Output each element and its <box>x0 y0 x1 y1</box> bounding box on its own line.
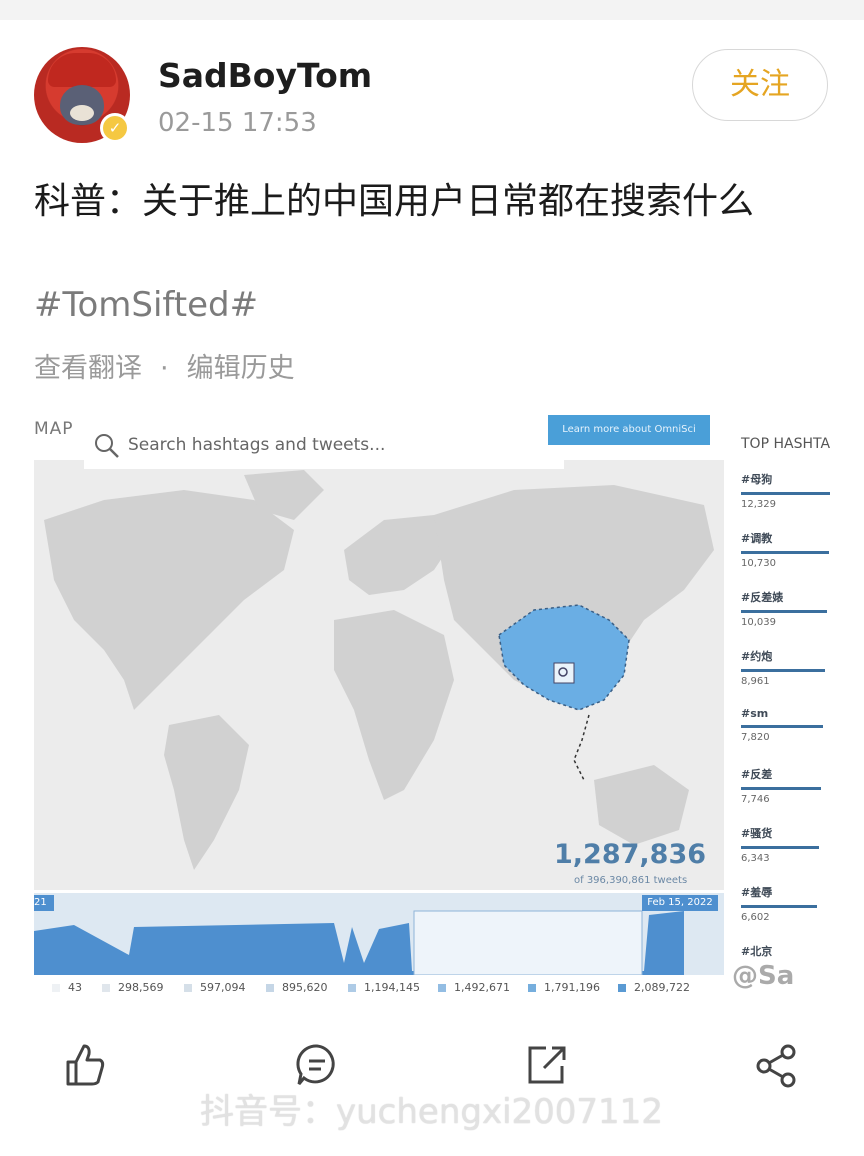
weibo-watermark: @Sa <box>732 961 795 991</box>
legend-swatch <box>52 984 60 992</box>
continent-south-america <box>164 715 249 870</box>
continent-australia <box>594 765 689 845</box>
username[interactable]: SadBoyTom <box>158 56 373 95</box>
avatar-cap <box>48 53 116 87</box>
map-label: MAP <box>34 419 74 439</box>
map-legend: 43 298,569 597,094 895,620 1,194,145 1,4… <box>34 981 754 1001</box>
top-hashtag-item[interactable]: #调教 10,730 <box>741 530 830 589</box>
timeline-chart[interactable] <box>34 893 724 975</box>
highlighted-region-china <box>498 604 630 711</box>
top-hashtag-item[interactable]: #sm 7,820 <box>741 707 830 766</box>
comment-button[interactable] <box>294 1040 344 1096</box>
continent-africa <box>334 610 454 800</box>
repost-button[interactable] <box>524 1040 574 1096</box>
legend-swatch <box>348 984 356 992</box>
legend-item: 2,089,722 <box>618 981 690 994</box>
legend-swatch <box>102 984 110 992</box>
post-action-bar <box>0 1040 864 1096</box>
separator-dot: · <box>160 353 169 384</box>
legend-swatch <box>266 984 274 992</box>
follow-button[interactable]: 关注 <box>692 49 828 121</box>
top-hashtag-item[interactable]: #约炮 8,961 <box>741 648 830 707</box>
legend-item: 1,791,196 <box>528 981 600 994</box>
thumbs-up-icon <box>66 1044 105 1086</box>
continent-greenland <box>244 470 324 520</box>
legend-swatch <box>528 984 536 992</box>
timeline-area <box>34 911 684 975</box>
timeline-end-label: Feb 15, 2022 <box>642 895 718 911</box>
legend-item: 298,569 <box>102 981 164 994</box>
top-hashtag-item[interactable]: #羞辱 6,602 <box>741 884 830 943</box>
tweet-count-total: 1,287,836 <box>554 839 707 870</box>
legend-item: 1,194,145 <box>348 981 420 994</box>
like-button[interactable] <box>62 1040 112 1096</box>
status-strip <box>0 0 864 20</box>
post-text: 科普：关于推上的中国用户日常都在搜索什么 <box>34 181 755 222</box>
dashed-border-south-sea <box>573 714 590 781</box>
avatar-snout <box>70 105 94 121</box>
legend-item: 597,094 <box>184 981 246 994</box>
hashtag-search-box[interactable]: Search hashtags and tweets... <box>84 423 564 469</box>
continent-europe <box>344 515 454 595</box>
douyin-watermark: 抖音号：yuchengxi2007112 <box>200 1092 663 1132</box>
legend-swatch <box>438 984 446 992</box>
repost-icon <box>528 1046 566 1084</box>
post-hashtag[interactable]: #TomSifted# <box>34 285 259 325</box>
world-map <box>34 460 724 890</box>
learn-more-button[interactable]: Learn more about OmniSci <box>548 415 710 445</box>
top-hashtag-item[interactable]: #北京 <box>741 945 773 958</box>
comment-icon <box>296 1044 335 1085</box>
post-timestamp: 02-15 17:53 <box>158 108 317 138</box>
top-hashtag-item[interactable]: #骚货 6,343 <box>741 825 830 884</box>
share-button[interactable] <box>754 1040 804 1096</box>
edit-history-link[interactable]: 编辑历史 <box>186 353 295 384</box>
timeline-selection <box>413 910 643 975</box>
avatar[interactable] <box>34 47 130 143</box>
embedded-screenshot[interactable]: MAP Search hashtags and tweets... Learn … <box>34 405 830 1010</box>
top-hashtags-title: TOP HASHTA <box>741 436 830 452</box>
search-input[interactable]: Search hashtags and tweets... <box>128 435 386 455</box>
timeline-start-label: 21 <box>34 895 54 911</box>
top-hashtag-item[interactable]: #反差 7,746 <box>741 766 830 825</box>
continent-north-america <box>44 490 294 710</box>
top-hashtag-item[interactable]: #反差婊 10,039 <box>741 589 830 648</box>
legend-item: 895,620 <box>266 981 328 994</box>
share-icon <box>756 1044 796 1088</box>
view-translation-link[interactable]: 查看翻译 <box>34 353 142 384</box>
legend-item: 1,492,671 <box>438 981 510 994</box>
legend-swatch <box>618 984 626 992</box>
legend-item: 43 <box>52 981 82 994</box>
search-icon <box>95 434 119 458</box>
top-hashtags-list: #母狗 12,329 #调教 10,730 #反差婊 10,039 #约炮 8,961 … <box>741 471 830 1002</box>
post-meta-actions: 查看翻译 · 编辑历史 <box>34 346 295 385</box>
tweet-count-subtitle: of 396,390,861 tweets <box>574 875 688 886</box>
top-hashtag-item[interactable]: #母狗 12,329 <box>741 471 830 530</box>
verified-badge-icon: ✓ <box>100 113 130 143</box>
region-search-marker <box>553 662 575 684</box>
legend-swatch <box>184 984 192 992</box>
